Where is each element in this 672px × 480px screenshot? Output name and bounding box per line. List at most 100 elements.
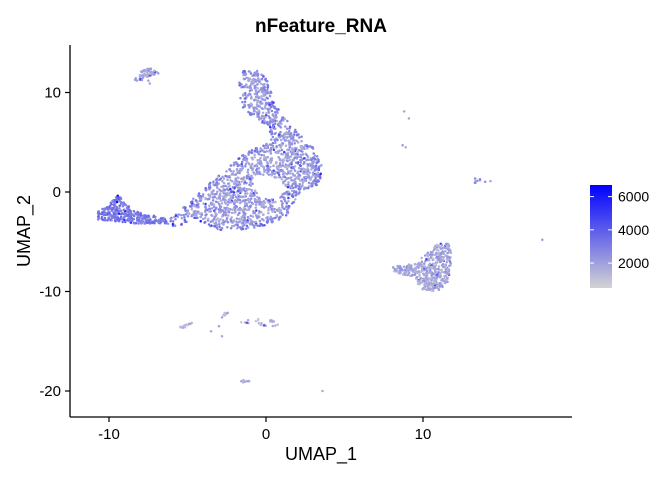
cell-point <box>246 192 249 195</box>
cell-point <box>316 160 320 164</box>
cell-point <box>136 210 139 214</box>
cell-point <box>302 180 305 184</box>
cell-point <box>449 251 452 254</box>
cell-point <box>173 224 177 228</box>
cell-point <box>266 89 269 92</box>
cell-point <box>226 225 229 229</box>
cell-point <box>433 268 437 271</box>
cell-point <box>443 249 447 253</box>
cell-point <box>446 280 449 284</box>
cell-point <box>246 168 250 171</box>
y-axis-ticks: 10 0 -10 -20 <box>39 85 70 400</box>
cell-point <box>319 172 322 176</box>
cell-point <box>266 79 269 83</box>
cell-point <box>276 138 279 142</box>
cell-point <box>227 174 231 178</box>
cell-point <box>238 183 242 186</box>
cell-point <box>310 163 314 166</box>
cell-point <box>289 176 292 180</box>
cell-point <box>119 200 123 204</box>
cell-point <box>216 178 220 182</box>
cell-point <box>280 148 284 152</box>
cell-point <box>447 269 451 273</box>
cell-point <box>116 194 119 197</box>
cell-point <box>252 106 255 110</box>
cell-point <box>186 209 190 212</box>
cell-point <box>435 273 439 277</box>
cell-point <box>303 147 306 151</box>
cell-point <box>246 161 249 164</box>
cell-point <box>193 204 196 208</box>
cell-point <box>204 197 208 201</box>
cell-point <box>285 132 288 136</box>
cell-point <box>120 212 124 215</box>
cell-point <box>306 168 310 171</box>
cell-point <box>227 182 231 185</box>
cell-point <box>201 195 205 198</box>
cell-point <box>245 379 249 383</box>
cell-point <box>252 192 255 195</box>
cell-point <box>240 200 243 204</box>
cell-point <box>404 273 408 276</box>
cell-point <box>427 287 430 290</box>
cell-point <box>415 271 419 275</box>
cell-point <box>249 86 252 90</box>
cell-point <box>285 201 289 205</box>
cell-point <box>265 216 268 220</box>
cell-point <box>431 272 434 275</box>
cell-point <box>149 67 153 71</box>
cell-point <box>307 175 311 179</box>
cell-point <box>263 121 266 125</box>
cell-point <box>219 217 222 221</box>
cell-point <box>448 264 451 268</box>
cell-point <box>293 142 297 145</box>
cell-point <box>224 184 227 188</box>
cell-point <box>285 156 288 160</box>
cell-point <box>428 271 431 274</box>
cell-point <box>262 144 265 148</box>
cell-point <box>218 202 221 206</box>
cell-point <box>225 219 228 222</box>
cell-point <box>302 170 306 173</box>
cell-point <box>220 185 223 188</box>
cell-point <box>435 286 439 289</box>
cell-point <box>257 118 261 121</box>
cell-point <box>273 132 277 136</box>
cell-point <box>270 198 273 201</box>
cell-point <box>277 155 280 159</box>
cell-point <box>239 167 242 171</box>
cell-point <box>210 190 214 194</box>
cell-point <box>296 141 300 144</box>
cell-point <box>202 202 205 205</box>
cell-point <box>299 156 303 159</box>
cell-point <box>236 200 239 203</box>
cell-point <box>275 214 279 217</box>
cell-point <box>252 171 255 174</box>
cell-point <box>254 220 258 224</box>
cell-point <box>152 220 156 223</box>
cell-point <box>134 221 138 225</box>
cell-point <box>152 73 155 76</box>
cell-point <box>231 180 234 183</box>
cell-point <box>433 246 436 249</box>
cell-point <box>269 128 273 132</box>
cell-point <box>252 112 255 116</box>
cell-point <box>268 124 271 127</box>
cell-point <box>186 212 190 215</box>
cell-point <box>216 217 219 220</box>
cell-point <box>267 206 270 210</box>
cell-point <box>242 176 246 179</box>
cell-point <box>265 113 268 117</box>
cell-point <box>268 159 271 163</box>
cell-point <box>103 209 106 213</box>
colorbar-tick-label: 4000 <box>618 222 649 238</box>
cell-point <box>250 222 253 225</box>
cell-point <box>306 163 310 167</box>
cell-point <box>147 79 150 82</box>
cell-point <box>288 127 291 130</box>
cell-point <box>264 102 268 105</box>
cell-point <box>247 205 250 209</box>
cell-point <box>437 258 441 261</box>
cell-point <box>306 155 310 158</box>
cell-point <box>208 195 212 198</box>
